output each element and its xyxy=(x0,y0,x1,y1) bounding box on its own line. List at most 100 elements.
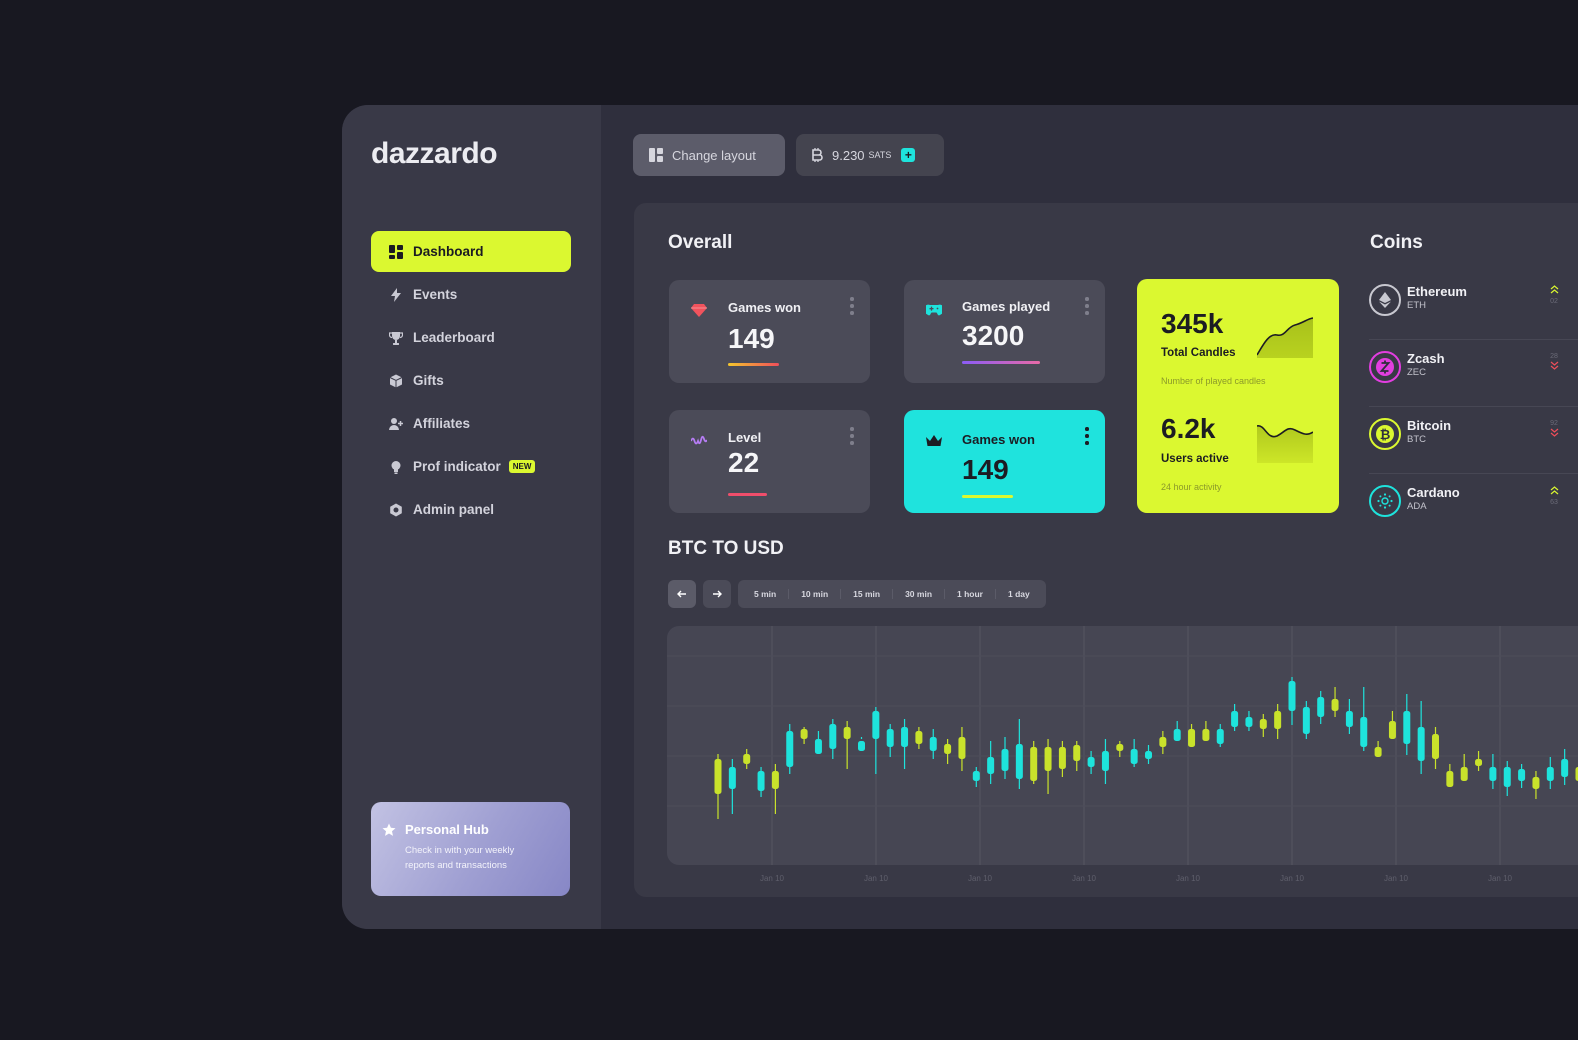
candle-body xyxy=(714,759,722,794)
dashboard-icon xyxy=(389,244,403,259)
next-button[interactable] xyxy=(703,580,731,608)
candle-body xyxy=(1159,737,1167,747)
stat-label: Level xyxy=(728,430,762,445)
btc-chart-title: BTC TO USD xyxy=(668,538,784,559)
candle-body xyxy=(1173,729,1181,741)
stat-label: Games won xyxy=(962,432,1035,447)
timeframe-15min[interactable]: 15 min xyxy=(841,589,894,599)
sidebar-item-label: Dashboard xyxy=(413,244,484,259)
more-options-icon[interactable] xyxy=(850,427,854,447)
candle-body xyxy=(886,729,894,747)
candle-body xyxy=(972,771,980,781)
chart-x-axis: Jan 10 Jan 10 Jan 10 Jan 10 Jan 10 Jan 10 Jan … xyxy=(667,874,1578,886)
candle-body xyxy=(1216,729,1224,744)
candle xyxy=(1575,767,1578,781)
bitcoin-icon xyxy=(812,148,823,162)
candle-body xyxy=(757,771,765,791)
timeframe-1day[interactable]: 1 day xyxy=(1008,589,1030,599)
app-window: dazzardo Dashboard Events Leaderboard xyxy=(342,105,1578,929)
coin-name: Zcash xyxy=(1407,351,1445,366)
sidebar-item-affiliates[interactable]: Affiliates xyxy=(371,403,571,444)
candle xyxy=(1188,724,1196,747)
sidebar-nav: Dashboard Events Leaderboard Gifts xyxy=(371,231,571,532)
x-axis-label: Jan 10 xyxy=(1383,874,1409,883)
candle xyxy=(1561,749,1569,785)
candle-body xyxy=(1561,759,1569,777)
candle xyxy=(714,754,722,819)
hub-description: Check in with your weekly reports and tr… xyxy=(405,845,515,871)
personal-hub-card[interactable]: Personal Hub Check in with your weekly r… xyxy=(371,802,570,896)
candle xyxy=(1388,711,1396,739)
candle-body xyxy=(1073,745,1081,761)
candle xyxy=(1475,751,1483,771)
candle xyxy=(972,767,980,787)
candles-sparkline xyxy=(1257,317,1313,358)
trend-down-indicator: 92 xyxy=(1549,419,1559,440)
sidebar-item-admin-panel[interactable]: Admin panel xyxy=(371,489,571,530)
coin-symbol: ADA xyxy=(1407,501,1427,512)
candle-body xyxy=(958,737,966,759)
prev-button[interactable] xyxy=(668,580,696,608)
candle-body xyxy=(829,724,837,749)
candle xyxy=(728,759,736,814)
candle xyxy=(1503,761,1511,796)
candle xyxy=(814,731,822,754)
users-sparkline xyxy=(1257,425,1313,463)
crown-icon xyxy=(926,435,942,446)
layout-icon xyxy=(649,148,663,162)
candle xyxy=(1159,731,1167,754)
x-axis-label: Jan 10 xyxy=(1071,874,1097,883)
timeframe-1hour[interactable]: 1 hour xyxy=(945,589,996,599)
more-options-icon[interactable] xyxy=(1085,297,1089,317)
candle xyxy=(1360,687,1368,751)
coin-row-bitcoin[interactable]: ₿ Bitcoin BTC 92 xyxy=(1369,407,1578,474)
timeframe-10min[interactable]: 10 min xyxy=(789,589,842,599)
candle-body xyxy=(1130,749,1138,764)
candle xyxy=(872,707,880,774)
coin-change: 28 xyxy=(1550,353,1558,360)
timeframe-30min[interactable]: 30 min xyxy=(893,589,946,599)
candle-body xyxy=(800,729,808,739)
sidebar-item-label: Prof indicator xyxy=(413,459,501,474)
candle xyxy=(1044,739,1052,794)
coin-change: 63 xyxy=(1550,499,1558,506)
x-axis-label: Jan 10 xyxy=(1487,874,1513,883)
candle xyxy=(1015,719,1023,789)
sidebar-item-leaderboard[interactable]: Leaderboard xyxy=(371,317,571,358)
candle xyxy=(1245,711,1253,731)
more-options-icon[interactable] xyxy=(850,297,854,317)
total-candles-label: Total Candles xyxy=(1161,347,1236,359)
candles-users-card: 345k Total Candles Number of played cand… xyxy=(1137,279,1339,513)
change-layout-button[interactable]: Change layout xyxy=(633,134,785,176)
trend-down-indicator: 28 xyxy=(1549,352,1559,373)
stat-card-games-won: Games won 149 xyxy=(669,280,870,383)
sidebar-item-gifts[interactable]: Gifts xyxy=(371,360,571,401)
candle xyxy=(1231,704,1239,731)
ethereum-icon xyxy=(1369,284,1401,316)
coin-row-ethereum[interactable]: Ethereum ETH 02 xyxy=(1369,273,1578,340)
chevron-up-icon xyxy=(1550,486,1558,495)
more-options-icon[interactable] xyxy=(1085,427,1089,447)
trophy-icon xyxy=(389,331,403,345)
timeframe-5min[interactable]: 5 min xyxy=(742,589,790,599)
trend-up-indicator: 02 xyxy=(1549,285,1559,306)
candle-body xyxy=(814,739,822,754)
coin-row-cardano[interactable]: Cardano ADA 63 xyxy=(1369,474,1578,541)
candle-body xyxy=(1489,767,1497,781)
sidebar-item-dashboard[interactable]: Dashboard xyxy=(371,231,571,272)
chevron-up-icon xyxy=(1550,285,1558,294)
sats-balance[interactable]: 9.230 SATS + xyxy=(796,134,944,176)
candle-body xyxy=(843,727,851,739)
sidebar-item-events[interactable]: Events xyxy=(371,274,571,315)
candle-body xyxy=(1274,711,1282,729)
lightning-icon xyxy=(389,287,403,302)
candle-body xyxy=(858,741,865,751)
chart-controls: 5 min 10 min 15 min 30 min 1 hour 1 day xyxy=(668,580,1046,608)
sidebar-item-prof-indicator[interactable]: Prof indicator NEW xyxy=(371,446,571,487)
coin-row-zcash[interactable]: Zcash ZEC 28 xyxy=(1369,340,1578,407)
x-axis-label: Jan 10 xyxy=(863,874,889,883)
add-sats-button[interactable]: + xyxy=(901,148,916,162)
candle-body xyxy=(915,731,923,744)
btc-candlestick-chart[interactable] xyxy=(667,626,1578,865)
candle-body xyxy=(1317,697,1325,717)
